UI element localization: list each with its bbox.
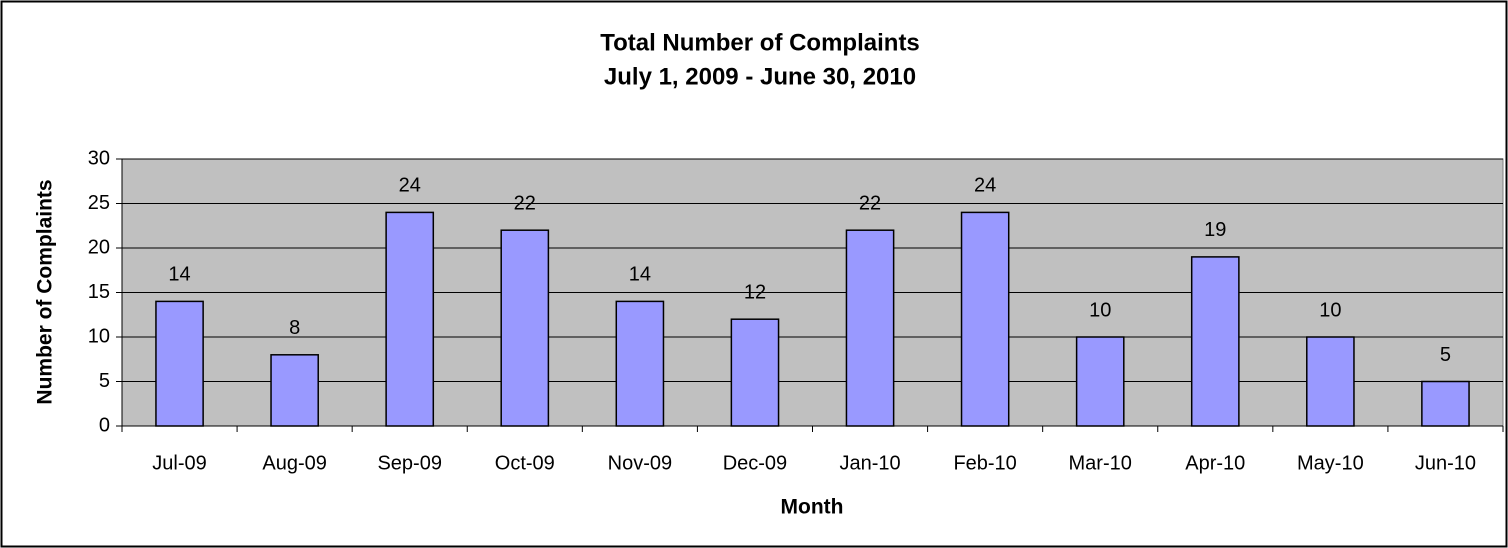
x-tick-label: Nov-09 <box>608 452 672 474</box>
data-label: 10 <box>1089 299 1111 321</box>
data-label: 12 <box>744 281 766 303</box>
x-tick-label: Sep-09 <box>377 452 442 474</box>
x-tick-label: Aug-09 <box>262 452 327 474</box>
bar <box>385 211 435 427</box>
bar <box>1075 336 1125 427</box>
y-tick-label: 0 <box>99 414 110 436</box>
data-label: 24 <box>974 175 996 197</box>
x-tick-label: Jun-10 <box>1415 452 1476 474</box>
bar <box>1421 380 1470 427</box>
y-tick-label: 20 <box>88 236 110 258</box>
bar <box>960 211 1010 427</box>
bar <box>270 354 319 427</box>
bar <box>845 229 895 427</box>
data-label: 10 <box>1319 299 1341 321</box>
x-tick-label: Jan-10 <box>839 452 900 474</box>
data-label: 22 <box>514 192 536 214</box>
bar <box>730 318 780 427</box>
x-tick-label: Oct-09 <box>495 452 555 474</box>
y-tick-label: 10 <box>88 325 110 347</box>
data-label: 8 <box>289 317 300 339</box>
data-label: 5 <box>1440 344 1451 366</box>
chart-subtitle: July 1, 2009 - June 30, 2010 <box>604 63 916 90</box>
chart-title: Total Number of Complaints <box>600 29 920 56</box>
data-label: 14 <box>168 264 190 286</box>
y-tick-label: 15 <box>88 281 110 303</box>
y-axis-label: Number of Complaints <box>34 179 57 404</box>
bar <box>1306 336 1355 427</box>
y-tick-label: 5 <box>99 370 110 392</box>
bar <box>155 300 204 427</box>
bar <box>1190 256 1240 427</box>
x-tick-label: Mar-10 <box>1069 452 1132 474</box>
data-label: 14 <box>629 264 651 286</box>
x-tick-label: Feb-10 <box>953 452 1016 474</box>
data-label: 22 <box>859 192 881 214</box>
y-tick-label: 30 <box>88 147 110 169</box>
data-label: 24 <box>399 175 421 197</box>
x-axis-label: Month <box>781 496 844 519</box>
x-tick-label: May-10 <box>1297 452 1364 474</box>
data-label: 19 <box>1204 219 1226 241</box>
x-tick-label: Dec-09 <box>723 452 787 474</box>
bar <box>615 300 665 427</box>
x-tick-label: Apr-10 <box>1185 452 1245 474</box>
bar <box>500 229 550 427</box>
x-tick-label: Jul-09 <box>152 452 206 474</box>
y-tick-label: 25 <box>88 192 110 214</box>
